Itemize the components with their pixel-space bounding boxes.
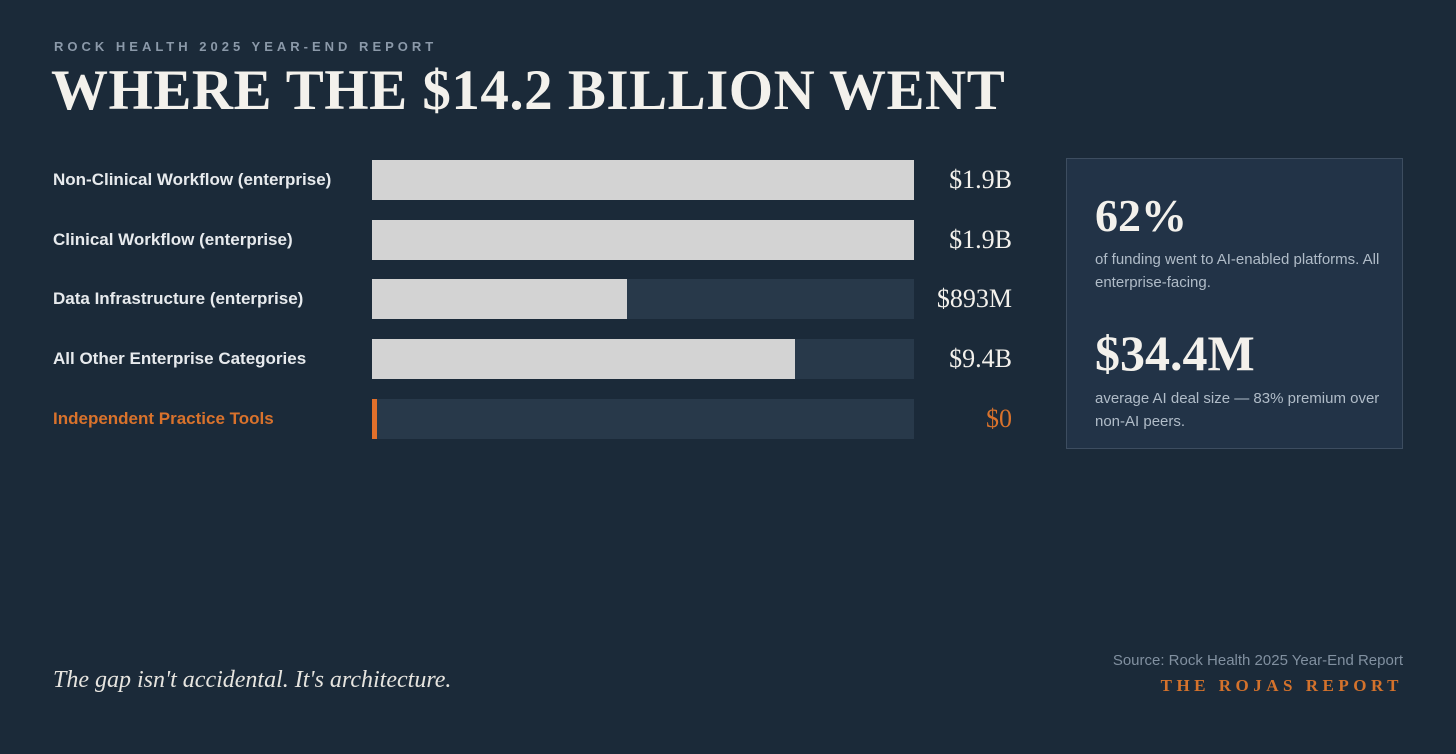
stat-ai-funding: 62% of funding went to AI-enabled platfo… xyxy=(1095,190,1379,294)
bar-value-label: $9.4B xyxy=(949,344,1012,373)
bar-track xyxy=(372,220,914,260)
bar-track xyxy=(372,339,914,379)
bar-category-label: Non-Clinical Workflow (enterprise) xyxy=(53,170,332,189)
chart-row: Independent Practice Tools $0 xyxy=(0,399,1060,439)
chart-row: Clinical Workflow (enterprise) $1.9B xyxy=(0,220,1060,260)
bar-value-label: $1.9B xyxy=(949,225,1012,254)
bar-category-label: Data Infrastructure (enterprise) xyxy=(53,289,304,308)
bar-value-label: $1.9B xyxy=(949,165,1012,194)
bar-fill xyxy=(372,160,914,200)
page-title: WHERE THE $14.2 BILLION WENT xyxy=(51,59,1006,122)
highlight-bar-sliver xyxy=(372,399,377,439)
bar-category-label: All Other Enterprise Categories xyxy=(53,349,307,368)
bar-value-label: $893M xyxy=(936,284,1012,313)
source-attribution: Source: Rock Health 2025 Year-End Report xyxy=(1112,652,1403,669)
bar-category-label: Clinical Workflow (enterprise) xyxy=(53,230,293,249)
bar-category-label: Independent Practice Tools xyxy=(53,409,274,428)
bar-track xyxy=(372,279,914,319)
stat-description: of funding went to AI-enabled platforms.… xyxy=(1095,251,1380,291)
report-eyebrow: ROCK HEALTH 2025 YEAR-END REPORT xyxy=(54,39,438,54)
stat-description: average AI deal size — 83% premium over … xyxy=(1095,390,1380,430)
bar-track xyxy=(372,160,914,200)
bar-fill xyxy=(372,339,795,379)
footer-quote: The gap isn't accidental. It's architect… xyxy=(53,667,452,693)
bar-track xyxy=(372,399,914,439)
funding-bar-chart: Non-Clinical Workflow (enterprise) $1.9B C… xyxy=(0,160,1060,440)
stats-card: 62% of funding went to AI-enabled platfo… xyxy=(1066,158,1403,449)
stat-deal-size: $34.4M average AI deal size — 83% premiu… xyxy=(1095,325,1379,433)
bar-value-label: $0 xyxy=(986,404,1012,433)
stat-value: $34.4M xyxy=(1095,325,1255,381)
bar-fill xyxy=(372,279,627,319)
chart-row: Data Infrastructure (enterprise) $893M xyxy=(0,279,1060,319)
brand-name: THE ROJAS REPORT xyxy=(1160,676,1403,695)
chart-row: All Other Enterprise Categories $9.4B xyxy=(0,339,1060,379)
bar-fill xyxy=(372,220,914,260)
stat-value: 62% xyxy=(1095,190,1187,241)
chart-row: Non-Clinical Workflow (enterprise) $1.9B xyxy=(0,160,1060,200)
